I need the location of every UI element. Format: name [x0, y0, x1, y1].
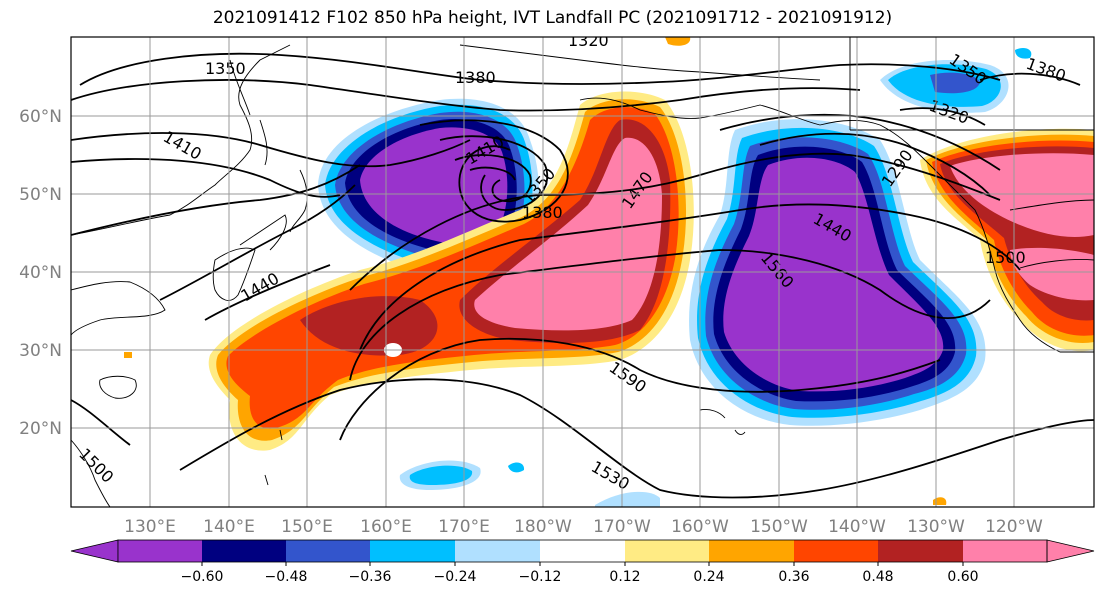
colorbar-tick-label: 0.60	[947, 569, 978, 585]
minor-anomaly-patches	[124, 37, 1032, 507]
colorbar-tick-label: 0.12	[609, 569, 640, 585]
gridlines	[71, 37, 1094, 507]
latitude-labels: 60°N 50°N 40°N 30°N 20°N	[19, 107, 62, 439]
colorbar-bin	[794, 540, 878, 562]
colorbar-bin	[286, 540, 370, 562]
colorbar-bin	[709, 540, 794, 562]
colorbar-tick-label: −0.60	[181, 569, 224, 585]
colorbar-tick-label: −0.12	[519, 569, 562, 585]
contour-label: 1380	[522, 203, 563, 222]
longitude-tick-label: 120°W	[985, 517, 1043, 537]
latitude-tick-label: 40°N	[19, 263, 62, 283]
colorbar-bin	[963, 540, 1047, 562]
colorbar-tick-label: 0.24	[693, 569, 724, 585]
contour-label: 1500	[985, 248, 1026, 267]
map-frame	[70, 36, 1095, 508]
colorbar-extend-high	[1046, 539, 1095, 563]
chart-title: 2021091412 F102 850 hPa height, IVT Land…	[212, 8, 893, 28]
latitude-tick-label: 20°N	[19, 419, 62, 439]
longitude-tick-label: 170°E	[438, 517, 490, 537]
longitude-tick-label: 160°W	[671, 517, 729, 537]
colorbar: −0.60 −0.48 −0.36 −0.24 −0.12 0.12 0.24 0.36 0.4…	[70, 539, 1095, 585]
colorbar-bin	[878, 540, 963, 562]
longitude-tick-label: 140°W	[828, 517, 886, 537]
latitude-tick-label: 30°N	[19, 341, 62, 361]
longitude-tick-label: 140°E	[203, 517, 255, 537]
colorbar-outline	[117, 539, 1048, 563]
latitude-tick-label: 50°N	[19, 185, 62, 205]
colorbar-tick-label: −0.48	[265, 569, 308, 585]
longitude-tick-label: 130°E	[124, 517, 176, 537]
longitude-tick-label: 170°W	[593, 517, 651, 537]
colorbar-tick-label: −0.24	[434, 569, 477, 585]
contour-label: 1320	[568, 31, 609, 50]
colorbar-tick-label: −0.36	[349, 569, 392, 585]
longitude-tick-label: 150°W	[750, 517, 808, 537]
colorbar-bin	[118, 540, 202, 562]
longitude-tick-label: 180°W	[514, 517, 572, 537]
longitude-tick-label: 160°E	[360, 517, 412, 537]
colorbar-bin	[455, 540, 540, 562]
colorbar-bin	[370, 540, 455, 562]
contour-label: 1350	[205, 59, 246, 78]
latitude-tick-label: 60°N	[19, 107, 62, 127]
longitude-tick-label: 150°E	[281, 517, 333, 537]
colorbar-bin	[625, 540, 709, 562]
map-panel: 1320 1350 1380 1410 1410 1350 1380 1470 …	[71, 31, 1094, 507]
colorbar-bin	[540, 540, 625, 562]
colorbar-tick-label: 0.48	[862, 569, 893, 585]
colorbar-extend-low	[70, 539, 119, 563]
contour-label: 1380	[455, 68, 496, 87]
colorbar-bin	[202, 540, 286, 562]
longitude-tick-label: 130°W	[907, 517, 965, 537]
longitude-labels: 130°E 140°E 150°E 160°E 170°E 180°W 170°W 160°W…	[124, 517, 1043, 537]
colorbar-tick-label: 0.36	[778, 569, 809, 585]
